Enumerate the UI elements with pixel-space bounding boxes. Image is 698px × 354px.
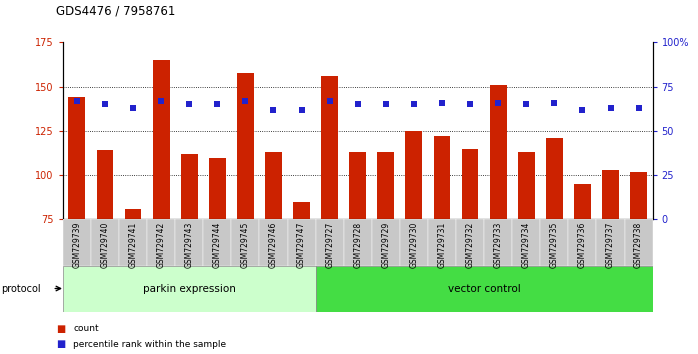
Bar (96, 150, 113, 219)
Point (211, 102, 223, 107)
Text: GSM729739: GSM729739 (73, 222, 82, 268)
FancyBboxPatch shape (568, 219, 597, 266)
FancyBboxPatch shape (372, 219, 400, 266)
Bar (265, 152, 282, 219)
FancyBboxPatch shape (512, 219, 540, 266)
Point (268, 107, 279, 113)
Point (156, 98, 167, 104)
Point (549, 100, 560, 105)
Point (380, 102, 392, 107)
Point (99, 102, 110, 107)
FancyBboxPatch shape (203, 219, 231, 266)
Text: count: count (73, 324, 99, 333)
Text: GDS4476 / 7958761: GDS4476 / 7958761 (56, 5, 175, 18)
FancyBboxPatch shape (288, 219, 315, 266)
Point (184, 102, 195, 107)
FancyBboxPatch shape (175, 219, 203, 266)
Bar (602, 170, 619, 219)
FancyBboxPatch shape (119, 219, 147, 266)
Point (464, 102, 475, 107)
Bar (378, 152, 394, 219)
Text: GSM729740: GSM729740 (101, 222, 110, 268)
Point (493, 100, 504, 105)
FancyBboxPatch shape (63, 219, 91, 266)
Point (521, 102, 532, 107)
Text: GSM729737: GSM729737 (606, 222, 615, 268)
Bar (406, 131, 422, 219)
Text: GSM729747: GSM729747 (297, 222, 306, 268)
Bar (181, 154, 198, 219)
FancyBboxPatch shape (625, 219, 653, 266)
Text: GSM729744: GSM729744 (213, 222, 222, 268)
Point (352, 102, 363, 107)
Text: protocol: protocol (1, 284, 41, 293)
Point (71, 98, 82, 104)
Bar (433, 136, 450, 219)
Text: GSM729735: GSM729735 (550, 222, 559, 268)
Bar (209, 158, 225, 219)
Point (296, 107, 307, 113)
Text: GSM729727: GSM729727 (325, 222, 334, 268)
FancyBboxPatch shape (91, 219, 119, 266)
FancyBboxPatch shape (147, 219, 175, 266)
Text: ■: ■ (56, 339, 65, 349)
FancyBboxPatch shape (260, 219, 288, 266)
Point (240, 98, 251, 104)
Text: GSM729732: GSM729732 (466, 222, 475, 268)
Bar (490, 85, 507, 219)
Bar (153, 60, 170, 219)
Bar (630, 172, 647, 219)
Text: GSM729742: GSM729742 (156, 222, 165, 268)
Text: GSM729746: GSM729746 (269, 222, 278, 268)
FancyBboxPatch shape (315, 219, 343, 266)
FancyBboxPatch shape (315, 266, 653, 312)
Point (577, 107, 588, 113)
Point (408, 102, 419, 107)
Text: parkin expression: parkin expression (143, 284, 236, 293)
Text: GSM729736: GSM729736 (578, 222, 587, 268)
Bar (125, 209, 142, 219)
Text: GSM729728: GSM729728 (353, 222, 362, 268)
FancyBboxPatch shape (428, 219, 456, 266)
Point (324, 98, 335, 104)
Bar (321, 76, 338, 219)
Text: GSM729738: GSM729738 (634, 222, 643, 268)
Text: GSM729731: GSM729731 (438, 222, 447, 268)
Bar (68, 97, 85, 219)
FancyBboxPatch shape (343, 219, 372, 266)
Point (128, 105, 139, 111)
Text: vector control: vector control (447, 284, 521, 293)
Bar (237, 73, 254, 219)
Point (605, 105, 616, 111)
FancyBboxPatch shape (484, 219, 512, 266)
FancyBboxPatch shape (231, 219, 260, 266)
Point (436, 100, 447, 105)
Text: GSM729733: GSM729733 (493, 222, 503, 268)
FancyBboxPatch shape (456, 219, 484, 266)
Bar (574, 184, 591, 219)
Text: GSM729743: GSM729743 (185, 222, 194, 268)
FancyBboxPatch shape (597, 219, 625, 266)
Text: GSM729745: GSM729745 (241, 222, 250, 268)
Text: GSM729730: GSM729730 (410, 222, 418, 268)
Bar (349, 152, 366, 219)
Bar (461, 149, 479, 219)
FancyBboxPatch shape (400, 219, 428, 266)
Text: GSM729741: GSM729741 (128, 222, 138, 268)
FancyBboxPatch shape (63, 266, 315, 312)
Text: ■: ■ (56, 324, 65, 333)
FancyBboxPatch shape (540, 219, 568, 266)
Text: GSM729729: GSM729729 (381, 222, 390, 268)
Point (633, 105, 644, 111)
Bar (518, 152, 535, 219)
Bar (546, 138, 563, 219)
Text: GSM729734: GSM729734 (521, 222, 530, 268)
Text: percentile rank within the sample: percentile rank within the sample (73, 339, 226, 349)
Bar (293, 202, 310, 219)
